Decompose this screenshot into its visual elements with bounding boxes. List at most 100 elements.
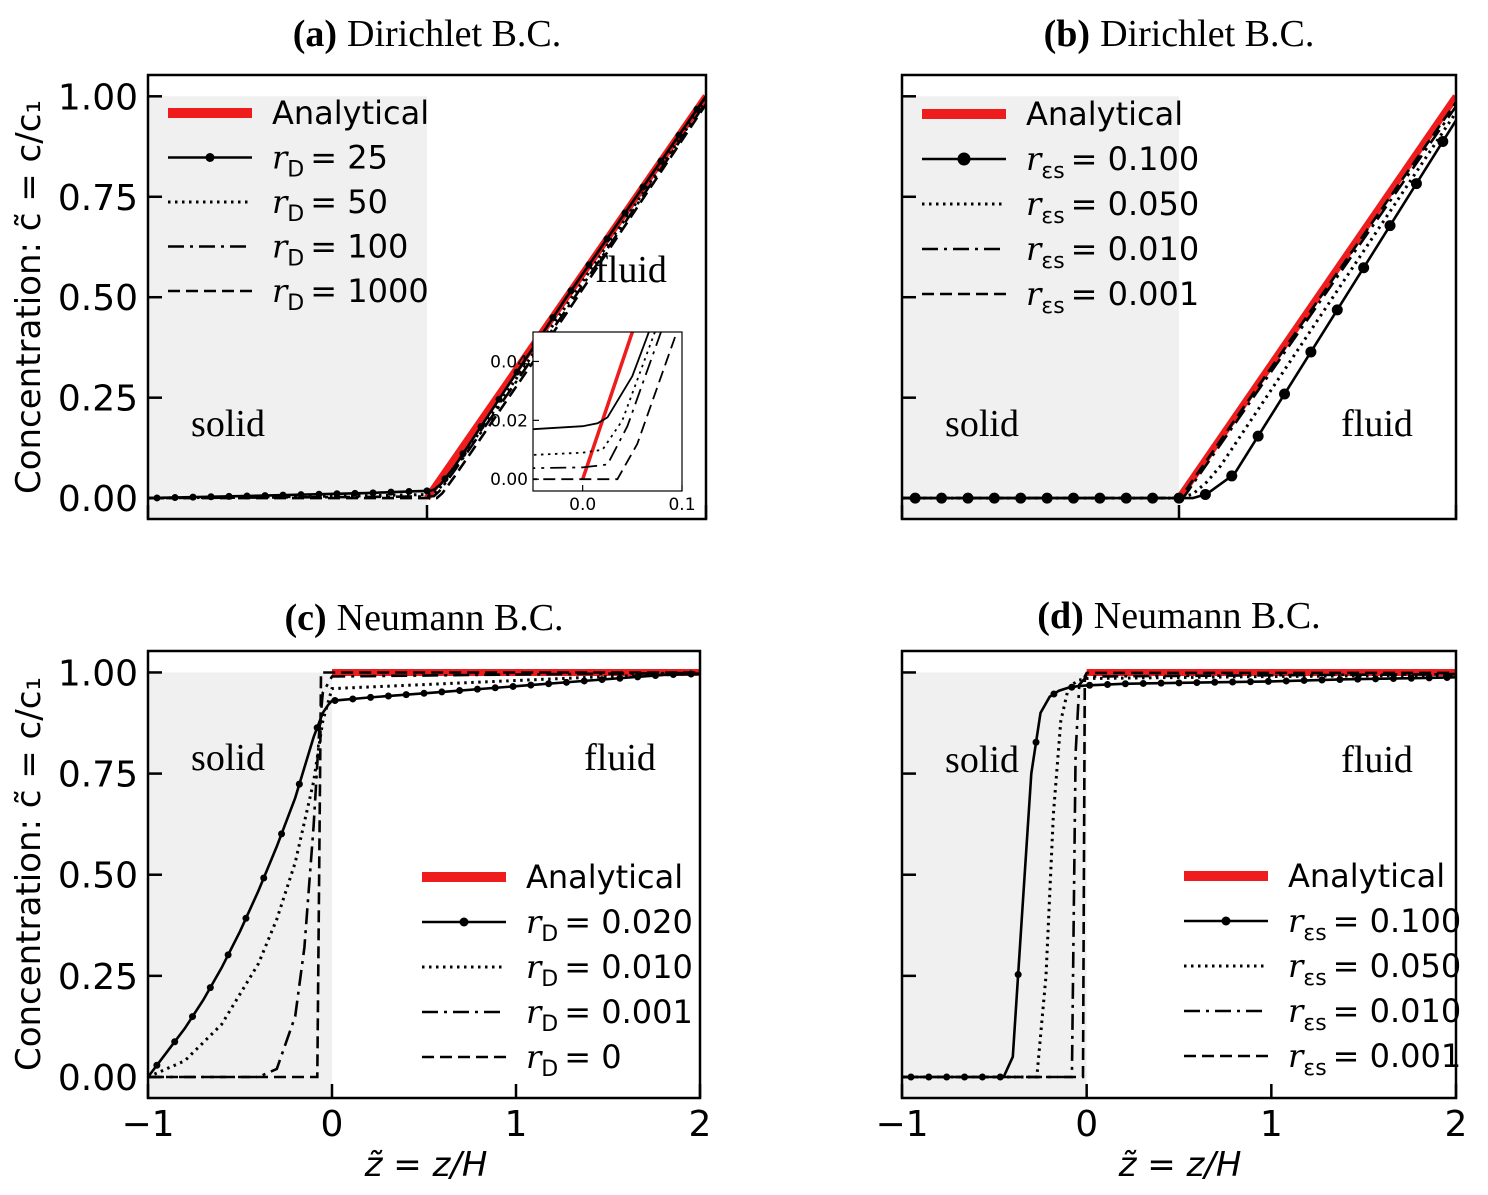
legend-subscript: εs	[1041, 249, 1064, 274]
inset-x-tick-label: 0.0	[569, 495, 596, 515]
series-marker	[224, 951, 232, 959]
inset-series	[533, 332, 678, 481]
legend-subscript: D	[541, 1057, 558, 1082]
inset-y-tick-label: 0.00	[490, 470, 528, 490]
legend-value: = 0.001	[564, 993, 693, 1031]
x-tick-label: 1	[505, 1104, 528, 1145]
legend-label: rεs = 0.050	[1288, 947, 1461, 991]
series-marker	[1252, 430, 1264, 442]
region-label-fluid: fluid	[584, 737, 656, 779]
series-line-Analytical	[1176, 94, 1456, 501]
series-marker	[527, 681, 535, 689]
legend-subscript: D	[541, 967, 558, 992]
x-tick-label: 2	[1445, 1104, 1468, 1145]
series-marker	[1014, 971, 1022, 979]
inset-y-tick-label: 0.04	[490, 352, 528, 372]
y-tick-label: 0.00	[58, 479, 138, 520]
inset-y-tick-label: 0.02	[490, 411, 528, 431]
panel-a: (a) Dirichlet B.C. solid fluid 0.00 0.25 0.50 0…	[58, 13, 708, 521]
legend-value: = 0.010	[1333, 992, 1462, 1030]
solid-region	[902, 672, 1087, 1098]
series-marker	[491, 684, 499, 692]
legend-name: Analytical	[1288, 857, 1445, 895]
legend-value: = 0.010	[1071, 230, 1200, 268]
legend-label: rεs = 0.050	[1026, 185, 1199, 229]
series-line-rD-1000	[148, 103, 706, 500]
panel-title-letter: (d)	[1037, 595, 1083, 637]
legend-label: rεs = 0.001	[1026, 275, 1199, 319]
legend-value: = 1000	[310, 272, 428, 310]
panel-title: (d) Neumann B.C.	[1037, 595, 1320, 637]
panel-title: (c) Neumann B.C.	[284, 597, 563, 639]
series-marker	[456, 687, 464, 695]
x-axis-label-left: z̃ = z/H	[364, 1145, 488, 1185]
legend-entry: Analytical	[1184, 857, 1445, 895]
legend-entry: Analytical	[922, 95, 1183, 133]
panel-title-text: Dirichlet B.C.	[1100, 13, 1314, 55]
legend-entry: rD = 25	[168, 139, 388, 183]
panel-title-text: Neumann B.C.	[1094, 595, 1321, 637]
series-marker	[639, 183, 647, 191]
legend-label: rD = 0.020	[526, 903, 693, 947]
legend-marker	[459, 917, 469, 927]
series-marker	[423, 487, 431, 495]
legend-label: rεs = 0.010	[1026, 230, 1199, 274]
y-tick-label: 0.50	[58, 856, 138, 897]
legend-value: = 100	[310, 228, 408, 266]
series-marker	[405, 487, 413, 495]
y-tick-label: 0.00	[58, 1058, 138, 1099]
region-label-fluid: fluid	[1341, 403, 1413, 445]
legend-label: rεs = 0.010	[1288, 992, 1461, 1036]
series-marker	[509, 682, 517, 690]
series-line-r-s-0.010	[902, 105, 1456, 500]
panel-d: (d) Neumann B.C. solid fluid −1 0 1 2 Analytical…	[875, 595, 1467, 1145]
legend-r: r	[526, 993, 543, 1031]
legend-entry: rεs = 0.001	[922, 275, 1199, 319]
legend-subscript: D	[287, 202, 304, 227]
x-tick-label: 0	[321, 1104, 344, 1145]
legend-label: Analytical	[1026, 95, 1183, 133]
series-line-r-s-0.010	[902, 672, 1456, 1079]
legend-marker	[205, 153, 215, 162]
series-marker	[349, 695, 357, 703]
legend-entry: rD = 0.010	[422, 948, 693, 992]
series-marker	[585, 261, 593, 269]
legend-entry: rD = 100	[168, 228, 408, 272]
legend-r: r	[1288, 992, 1305, 1030]
panel-title: (b) Dirichlet B.C.	[1044, 13, 1315, 55]
x-axis-label-right: z̃ = z/H	[1118, 1145, 1242, 1185]
legend-value: = 25	[310, 139, 388, 177]
legend-entry: rεs = 0.001	[1184, 1037, 1461, 1081]
panel-title-text: Dirichlet B.C.	[347, 13, 561, 55]
region-label-solid: solid	[945, 739, 1019, 781]
series-line-rD-0.010	[148, 672, 700, 1079]
series-marker	[153, 1061, 161, 1069]
series-marker	[1157, 679, 1165, 687]
x-tick-label: 0	[1075, 1104, 1098, 1145]
legend-entry: rD = 50	[168, 183, 388, 227]
series-marker	[1410, 178, 1422, 190]
region-label-fluid: fluid	[1341, 739, 1413, 781]
legend-entry: Analytical	[422, 858, 683, 896]
y-tick-label: 0.75	[58, 178, 138, 219]
legend-r: r	[526, 948, 543, 986]
series-marker	[1104, 680, 1112, 688]
inset-frame	[532, 331, 683, 492]
legend-value: = 0.001	[1071, 275, 1200, 313]
legend-value: = 0.100	[1333, 902, 1462, 940]
legend-label: rD = 50	[272, 183, 388, 227]
series-line-r-s-0.001	[902, 671, 1456, 1079]
series-marker	[438, 688, 446, 696]
series-marker	[420, 689, 428, 697]
series-marker	[545, 680, 553, 688]
series-marker	[1175, 679, 1183, 687]
legend-value: = 0.050	[1071, 185, 1200, 223]
legend-label: rD = 100	[272, 228, 408, 272]
series-marker	[675, 131, 683, 139]
legend-entry: rD = 0.020	[422, 903, 693, 947]
solid-region	[148, 96, 427, 519]
y-tick-label: 0.50	[58, 278, 138, 319]
series-marker	[1318, 676, 1326, 684]
legend-value: = 0.001	[1333, 1037, 1462, 1075]
